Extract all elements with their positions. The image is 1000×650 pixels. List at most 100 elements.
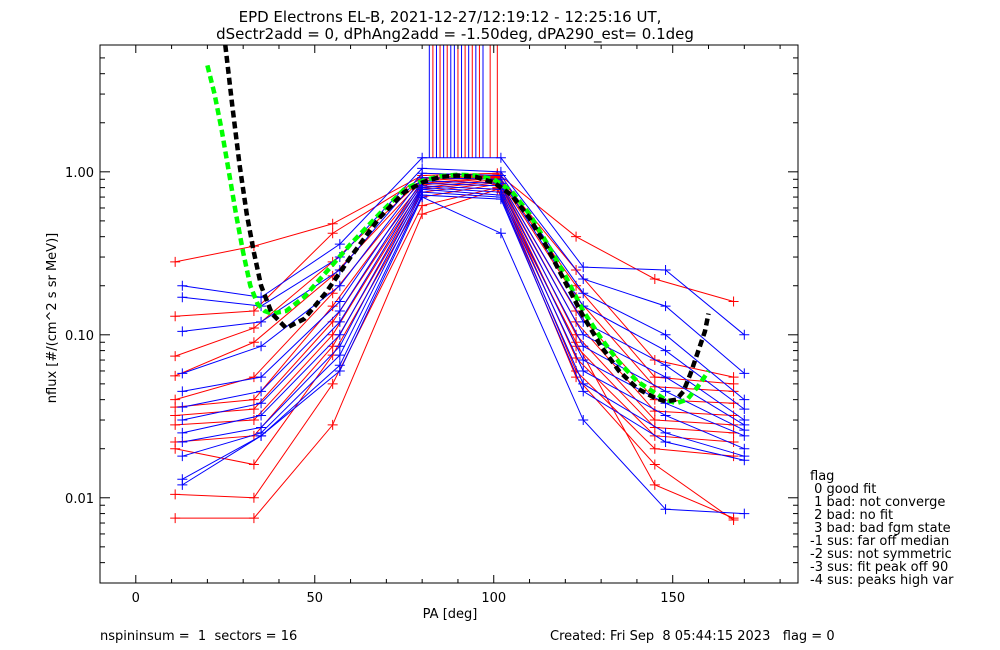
red-data-point (327, 228, 338, 239)
blue-data-point (578, 355, 589, 366)
red-data-point (417, 200, 428, 211)
blue-data-point (578, 341, 589, 352)
x-axis-label: PA [deg] (423, 607, 478, 622)
red-series-line (175, 188, 734, 519)
red-data-point (649, 443, 660, 454)
fit-layer (205, 45, 711, 406)
legend-entry: -1 sus: far off median (810, 534, 949, 549)
blue-data-point (578, 415, 589, 426)
blue-data-point (177, 402, 188, 413)
red-data-point (649, 459, 660, 470)
footer-left: nspininsum = 1 sectors = 16 (100, 629, 297, 644)
blue-data-point (256, 398, 267, 409)
red-data-point (649, 273, 660, 284)
blue-series-line (182, 194, 745, 480)
plot-frame (99, 44, 799, 584)
legend-entry: -2 sus: not symmetric (810, 547, 952, 562)
blue-series-line (182, 188, 745, 450)
footer-right: Created: Fri Sep 8 05:44:15 2023 flag = … (550, 629, 835, 644)
blue-data-point (177, 292, 188, 303)
blue-data-point (578, 365, 589, 376)
blue-data-point (177, 427, 188, 438)
blue-data-point (417, 192, 428, 203)
blue-data-point (578, 329, 589, 340)
red-series-line (175, 180, 734, 434)
blue-data-point (334, 316, 345, 327)
blue-data-point (256, 386, 267, 397)
blue-data-point (739, 430, 750, 441)
blue-series-line (182, 196, 745, 515)
y-tick-label: 0.01 (65, 492, 94, 507)
blue-data-point (660, 386, 671, 397)
blue-data-point (660, 264, 671, 275)
red-data-point (327, 419, 338, 430)
blue-data-point (177, 280, 188, 291)
blue-data-point (256, 316, 267, 327)
red-data-point (248, 323, 259, 334)
ticks-layer: 0 50 100 150 0.01 0.10 1.00 (65, 44, 798, 606)
red-data-point (248, 404, 259, 415)
blue-series-line (182, 167, 745, 374)
blue-series-line (182, 182, 745, 426)
y-axis-label: nflux [#/(cm^2 s sr MeV)] (45, 233, 60, 403)
legend-entry: 3 bad: bad fgm state (810, 521, 951, 536)
red-series-line (174, 175, 734, 392)
blue-data-point (495, 228, 506, 239)
chart-subtitle: dSectr2add = 0, dPhAng2add = -1.50deg, d… (216, 25, 694, 44)
red-data-point (248, 305, 259, 316)
blue-data-point (739, 455, 750, 466)
red-data-point (649, 479, 660, 490)
blue-data-point (334, 350, 345, 361)
x-tick-label: 0 (132, 591, 140, 606)
blue-data-point (578, 262, 589, 273)
blue-data-point (660, 410, 671, 421)
blue-data-point (177, 436, 188, 447)
blue-data-point (739, 508, 750, 519)
red-data-point (649, 372, 660, 383)
blue-data-point (334, 341, 345, 352)
red-data-point (571, 231, 582, 242)
red-data-point (170, 410, 181, 421)
red-data-point (170, 311, 181, 322)
blue-data-point (177, 326, 188, 337)
legend-entry: 2 bad: no fit (810, 508, 893, 523)
red-data-point (170, 351, 181, 362)
blue-data-point (578, 288, 589, 299)
legend-entry: -3 sus: fit peak off 90 (810, 560, 948, 575)
red-data-point (170, 419, 181, 430)
x-tick-label: 100 (481, 591, 506, 606)
blue-data-point (660, 301, 671, 312)
red-data-point (728, 296, 739, 307)
green-fit-curve (205, 64, 711, 406)
blue-data-point (739, 368, 750, 379)
blue-data-point (660, 504, 671, 515)
legend: flag 0 good fit 1 bad: not converge 2 ba… (810, 469, 954, 588)
black-fit-curve (223, 45, 711, 404)
red-data-point (728, 513, 739, 524)
red-data-point (649, 422, 660, 433)
red-series-line (175, 183, 734, 466)
blue-data-point (660, 329, 671, 340)
blue-data-point (739, 329, 750, 340)
y-tick-label: 0.10 (65, 329, 94, 344)
red-data-point (417, 209, 428, 220)
red-data-point (571, 305, 582, 316)
red-data-point (248, 492, 259, 503)
red-series-line (175, 172, 734, 303)
blue-data-point (495, 194, 506, 205)
x-tick-label: 50 (306, 591, 323, 606)
red-data-point (728, 436, 739, 447)
blue-series-line (182, 177, 745, 410)
blue-data-point (334, 280, 345, 291)
blue-series-line (182, 185, 745, 431)
blue-series-line (182, 180, 745, 421)
blue-data-point (660, 360, 671, 371)
blue-data-point (177, 479, 188, 490)
series-layer (170, 45, 750, 526)
blue-series-line (182, 157, 745, 336)
blue-data-point (177, 368, 188, 379)
blue-data-point (578, 386, 589, 397)
blue-series-line (182, 172, 745, 401)
blue-data-point (256, 341, 267, 352)
